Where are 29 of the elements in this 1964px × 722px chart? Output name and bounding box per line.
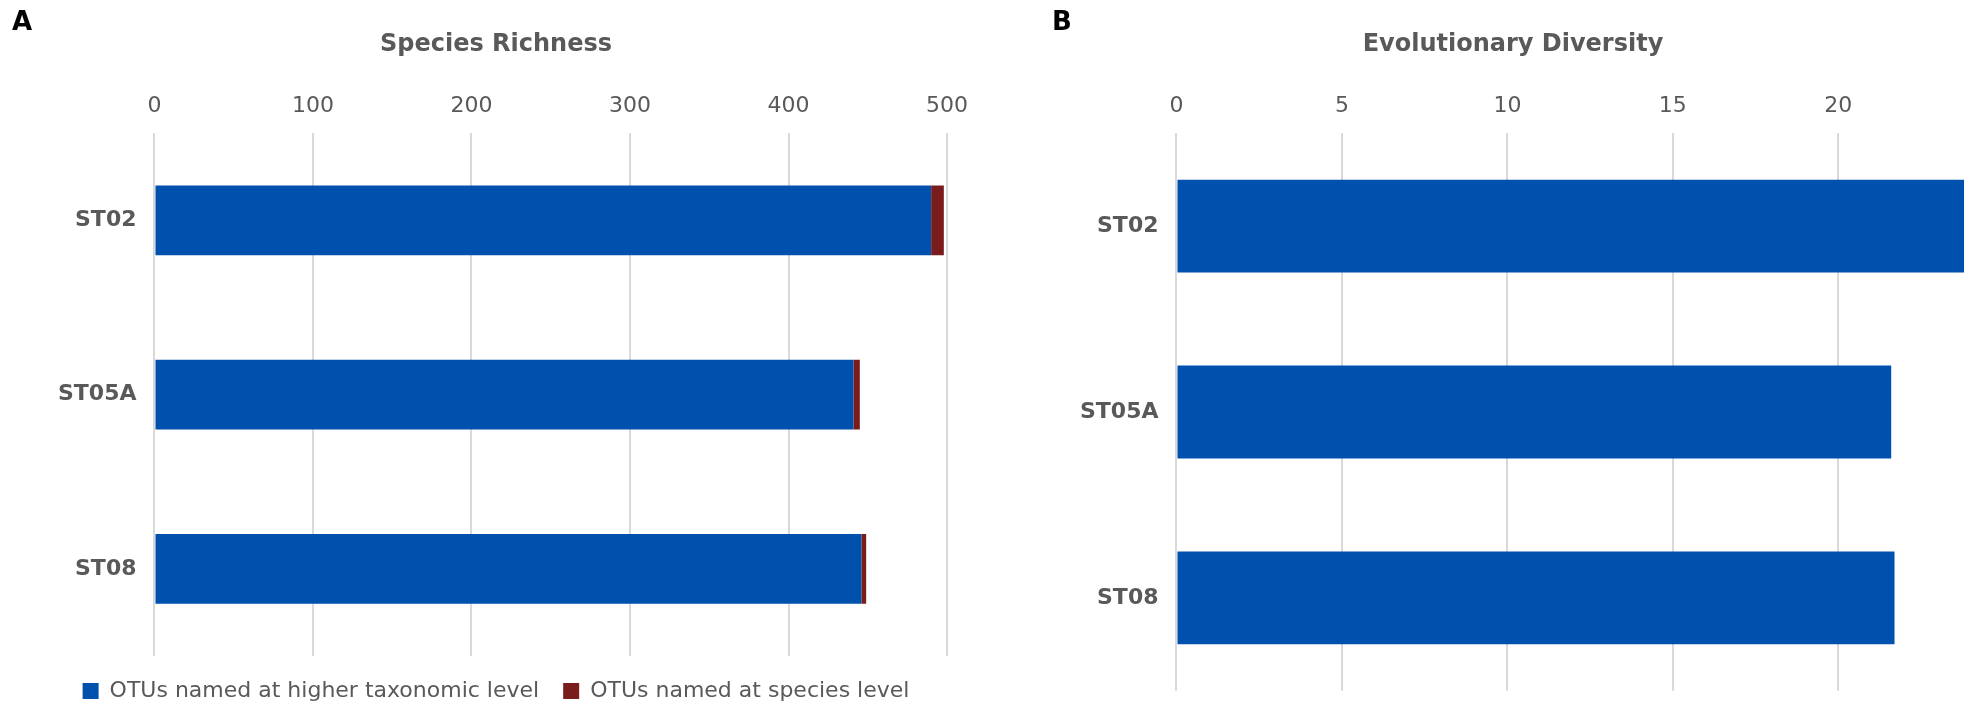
x-tick-label: 200	[450, 91, 493, 117]
y-tick-label: ST08	[75, 554, 137, 580]
y-tick-label: ST05A	[57, 380, 137, 406]
x-tick-label: 0	[147, 91, 162, 117]
bar	[861, 534, 867, 604]
x-tick-label: 0	[1169, 91, 1184, 117]
x-tick-label: 15	[1658, 91, 1687, 117]
bar	[853, 359, 860, 430]
text: A	[12, 5, 33, 36]
x-tick-label: 10	[1493, 91, 1522, 117]
x-tick-label: 5	[1334, 91, 1349, 117]
y-tick-label: ST02	[1097, 211, 1159, 237]
x-tick-label: 100	[292, 91, 334, 117]
bar	[155, 185, 932, 256]
x-tick-label: 20	[1824, 91, 1853, 117]
legend-label: OTUs named at species level	[590, 676, 910, 702]
chart-title: Evolutionary Diversity	[1362, 28, 1664, 57]
x-tick-label: 400	[767, 91, 810, 117]
x-tick-label: 300	[609, 91, 651, 117]
bar	[155, 534, 862, 604]
y-tick-label: ST02	[75, 206, 137, 232]
text: B	[1052, 5, 1072, 36]
chart-title: Species Richness	[379, 28, 613, 57]
bar	[931, 185, 944, 256]
y-tick-label: ST05A	[1079, 397, 1159, 423]
x-tick-label: 500	[926, 91, 968, 117]
bar	[155, 359, 854, 430]
y-tick-label: ST08	[1097, 583, 1159, 609]
legend-label: OTUs named at higher taxonomic level	[109, 676, 540, 702]
